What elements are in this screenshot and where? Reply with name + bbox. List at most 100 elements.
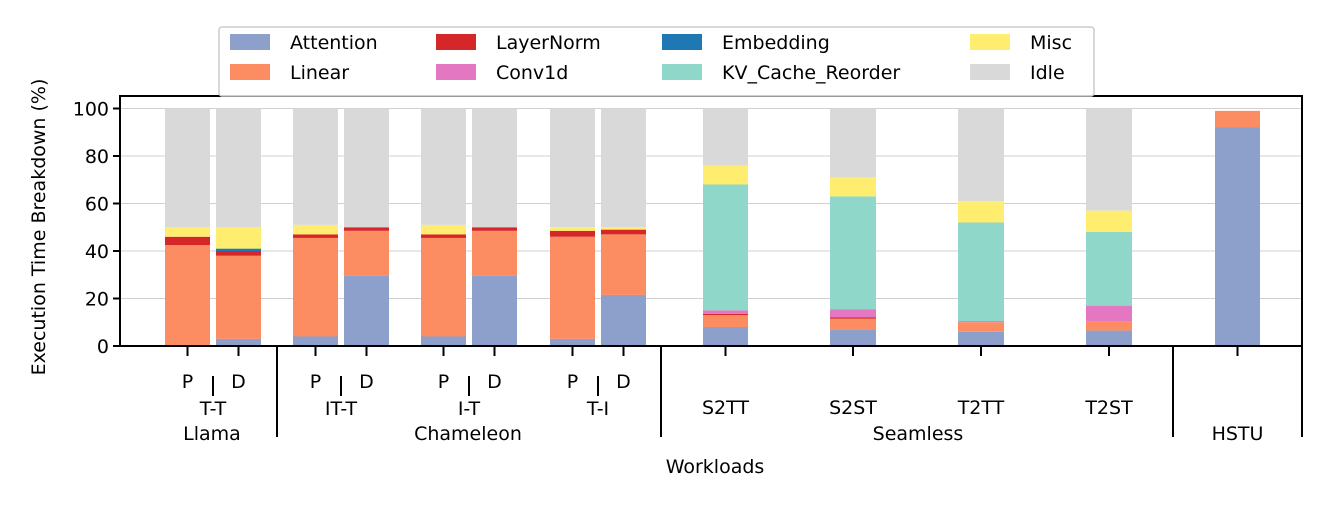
x-subgroup-label: T-T <box>199 398 227 420</box>
legend-item-layernorm: LayerNorm <box>436 32 601 54</box>
bar-segment-I-T-D-idle <box>472 108 517 228</box>
legend-swatch <box>436 64 476 80</box>
legend-swatch <box>662 34 702 50</box>
bar-segment-T-I-P-attention <box>550 338 595 346</box>
x-group-label: Llama <box>183 423 241 445</box>
bar-segment-S2ST-kv-cache-reorder <box>830 196 876 310</box>
legend-swatch <box>230 34 270 50</box>
bar-segment-T2TT-misc <box>958 201 1004 223</box>
legend-swatch <box>970 34 1010 50</box>
bar-segment-IT-T-P-linear <box>293 237 338 337</box>
bar-segment-T-I-D-idle <box>601 108 646 228</box>
legend-label: Embedding <box>722 32 830 54</box>
legend-item-misc: Misc <box>970 32 1072 54</box>
x-group-label: Chameleon <box>414 423 522 445</box>
bar-segment-S2ST-linear <box>830 318 876 330</box>
legend-item-linear: Linear <box>230 62 349 84</box>
legend-swatch <box>230 64 270 80</box>
bar-T-I-D <box>601 108 646 346</box>
bar-segment-T2ST-misc <box>1086 210 1132 232</box>
bar-S2ST <box>830 108 876 346</box>
bars <box>165 108 1260 346</box>
bar-segment-S2TT-linear <box>703 315 748 327</box>
bar-segment-T2TT-idle <box>958 108 1004 202</box>
bar-segment-S2TT-layernorm <box>703 313 748 316</box>
bar-segment-S2TT-idle <box>703 108 748 166</box>
bar-segment-IT-T-P-idle <box>293 108 338 225</box>
bar-segment-S2ST-conv1d <box>830 309 876 318</box>
x-bar-label: P <box>567 371 578 393</box>
y-tick-label: 100 <box>73 99 109 121</box>
x-bar-label: D <box>359 371 374 393</box>
legend-item-embedding: Embedding <box>662 32 830 54</box>
legend-swatch <box>970 64 1010 80</box>
bar-segment-IT-T-P-misc <box>293 224 338 235</box>
bar-segment-HSTU-linear <box>1215 110 1260 128</box>
bar-I-T-D <box>472 108 517 346</box>
bar-segment-S2TT-misc <box>703 165 748 185</box>
y-tick-label: 60 <box>85 194 109 216</box>
bar-segment-T2ST-idle <box>1086 108 1132 211</box>
x-bar-label: P <box>310 371 321 393</box>
bar-segment-T2TT-kv-cache-reorder <box>958 222 1004 322</box>
legend-swatch <box>436 34 476 50</box>
y-axis-label: Execution Time Breakdown (%) <box>28 79 50 376</box>
bar-segment-S2TT-attention <box>703 327 748 346</box>
bar-segment-T-I-P-layernorm <box>550 230 595 237</box>
y-tick-label: 80 <box>85 146 109 168</box>
bar-segment-T-I-P-linear <box>550 236 595 339</box>
bar-segment-T2TT-linear <box>958 322 1004 332</box>
bar-segment-T-T-P-idle <box>165 108 210 228</box>
x-group-label: Seamless <box>873 423 964 445</box>
x-axis-labels: P DT-TP DIT-TP DI-TP DT-I S2TT S2ST T2TT T2STLla… <box>182 346 1303 445</box>
legend-item-conv1d: Conv1d <box>436 62 568 84</box>
x-bar-label: D <box>616 371 631 393</box>
x-bar-label: P <box>182 371 193 393</box>
x-bar-label: P <box>438 371 449 393</box>
bar-segment-T-T-P-layernorm <box>165 236 210 246</box>
x-subgroup-label: I-T <box>458 398 481 420</box>
bar-segment-T-T-D-embedding <box>216 248 261 251</box>
bar-segment-T-I-D-misc <box>601 227 646 230</box>
bar-segment-IT-T-D-attention <box>344 275 389 346</box>
bar-segment-I-T-P-idle <box>421 108 466 225</box>
bar-segment-S2TT-conv1d <box>703 310 748 314</box>
bar-segment-T-I-P-misc <box>550 227 595 231</box>
x-subgroup-label: S2TT <box>702 397 749 419</box>
bar-segment-T2TT-conv1d <box>958 321 1004 323</box>
bar-segment-HSTU-attention <box>1215 127 1260 346</box>
bar-segment-T-T-P-linear <box>165 245 210 346</box>
legend-label: Linear <box>290 62 349 84</box>
bar-segment-S2ST-layernorm <box>830 317 876 319</box>
bar-S2TT <box>703 108 748 346</box>
bar-segment-I-T-P-attention <box>421 336 466 346</box>
bar-segment-T-I-P-idle <box>550 108 595 228</box>
bar-segment-IT-T-D-layernorm <box>344 227 389 231</box>
bar-segment-I-T-P-layernorm <box>421 234 466 238</box>
legend-label: Conv1d <box>496 62 568 84</box>
x-subgroup-label: T2ST <box>1084 397 1133 419</box>
y-tick-label: 0 <box>97 336 109 358</box>
bar-segment-I-T-D-layernorm <box>472 227 517 231</box>
x-bar-label: D <box>487 371 502 393</box>
x-group-label: HSTU <box>1212 423 1264 445</box>
bar-segment-T-T-D-misc <box>216 227 261 249</box>
bar-T-T-D <box>216 108 261 346</box>
bar-segment-I-T-P-linear <box>421 237 466 337</box>
bar-segment-T2ST-conv1d <box>1086 305 1132 322</box>
bar-segment-I-T-P-misc <box>421 224 466 235</box>
bar-segment-T-T-D-idle <box>216 108 261 228</box>
bar-segment-T-T-D-attention <box>216 338 261 346</box>
y-tick-label: 40 <box>85 241 109 263</box>
bar-segment-T-I-D-layernorm <box>601 229 646 235</box>
legend-item-idle: Idle <box>970 62 1065 84</box>
bar-segment-IT-T-P-attention <box>293 336 338 346</box>
legend: Attention LayerNorm Embedding Misc Linear Con… <box>218 26 1095 97</box>
bar-segment-IT-T-D-linear <box>344 230 389 276</box>
bar-I-T-P <box>421 108 466 346</box>
x-bar-label: D <box>231 371 246 393</box>
axes: 0 20 40 60 80 100 <box>73 95 1303 358</box>
x-subgroup-label: S2ST <box>829 397 877 419</box>
legend-swatch <box>662 64 702 80</box>
